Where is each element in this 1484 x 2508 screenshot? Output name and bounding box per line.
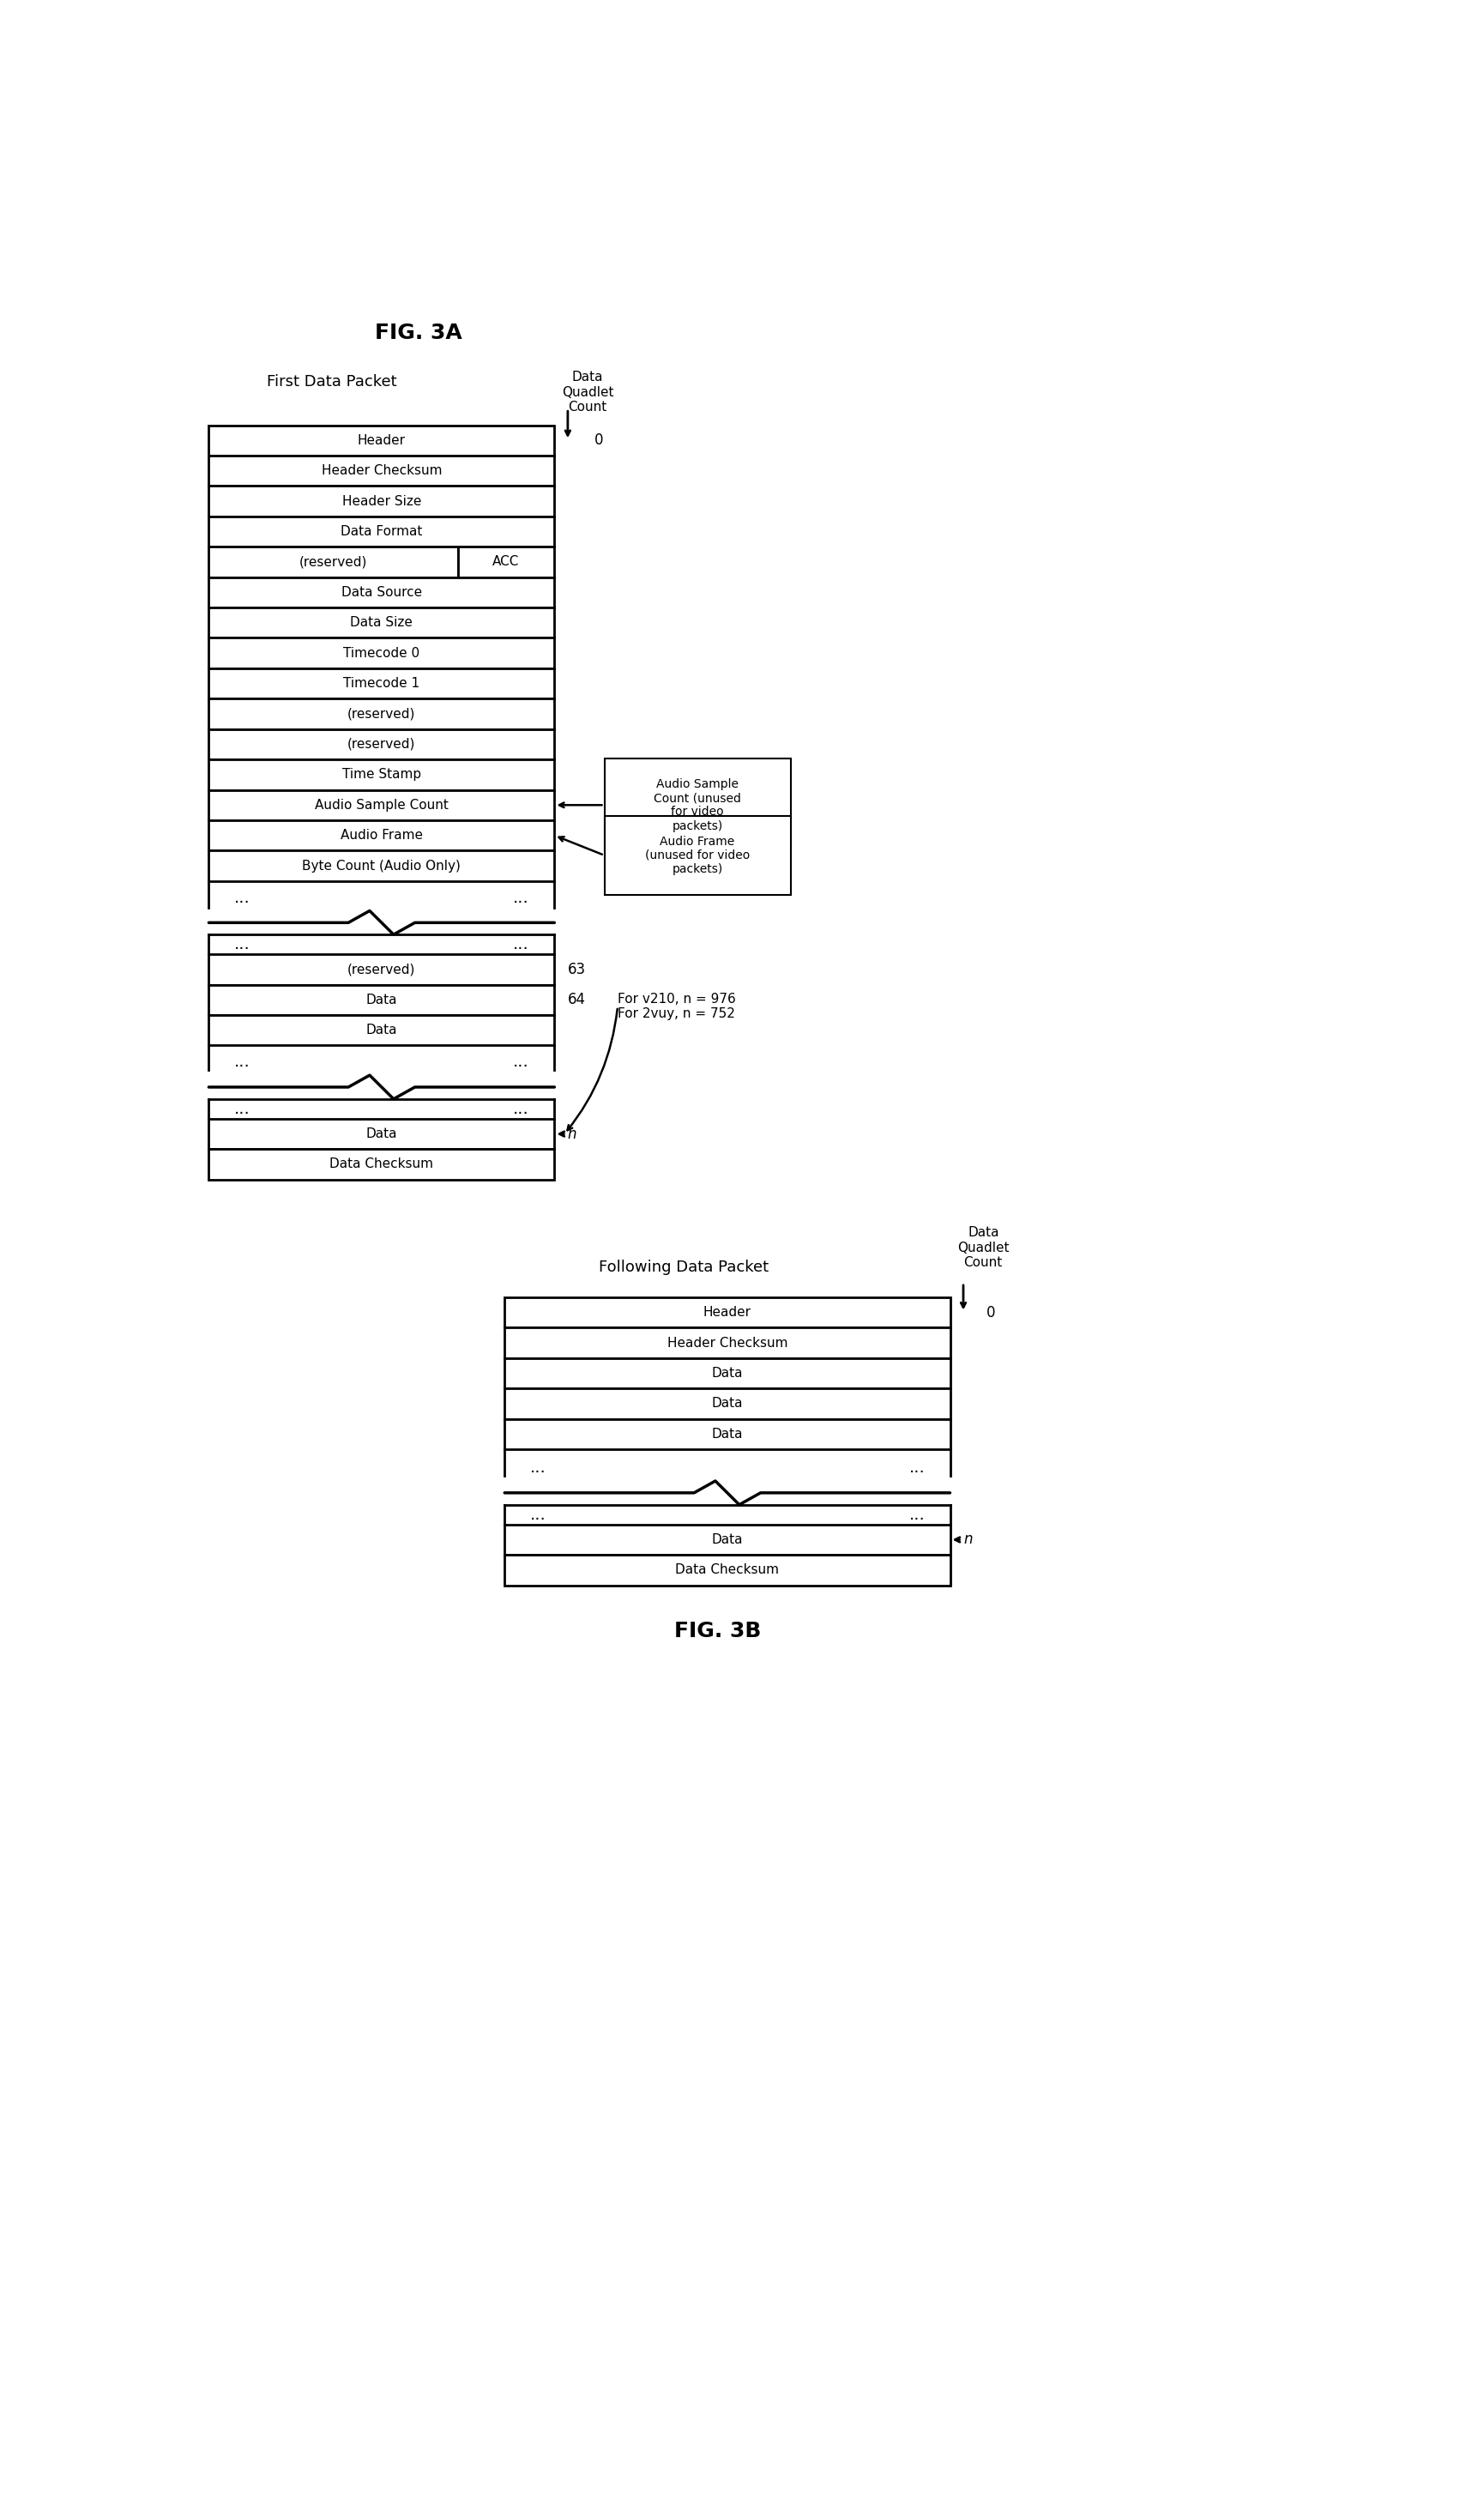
Text: First Data Packet: First Data Packet xyxy=(267,374,396,389)
Text: FIG. 3A: FIG. 3A xyxy=(374,324,462,344)
Bar xyxy=(505,1357,950,1389)
Text: 63: 63 xyxy=(568,961,586,978)
Text: (reserved): (reserved) xyxy=(300,554,367,569)
Text: Following Data Packet: Following Data Packet xyxy=(600,1259,769,1274)
Bar xyxy=(209,760,555,790)
Text: ...: ... xyxy=(513,1053,530,1071)
Text: n: n xyxy=(963,1532,972,1547)
Bar xyxy=(209,1149,555,1179)
Text: Time Stamp: Time Stamp xyxy=(343,767,421,780)
Text: ...: ... xyxy=(234,935,249,953)
Text: ...: ... xyxy=(530,1507,546,1522)
Bar xyxy=(209,790,555,820)
Text: Data
Quadlet
Count: Data Quadlet Count xyxy=(957,1226,1009,1269)
Bar xyxy=(209,956,555,986)
Text: Audio Sample Count: Audio Sample Count xyxy=(315,798,448,813)
Text: ...: ... xyxy=(908,1507,925,1522)
Text: For v210, n = 976
For 2vuy, n = 752: For v210, n = 976 For 2vuy, n = 752 xyxy=(617,993,736,1021)
Text: Audio Frame: Audio Frame xyxy=(340,830,423,843)
Bar xyxy=(505,1297,950,1327)
Bar xyxy=(505,1327,950,1357)
Bar xyxy=(209,850,555,880)
Text: Data Size: Data Size xyxy=(350,617,413,630)
Text: 64: 64 xyxy=(568,993,586,1008)
Text: ...: ... xyxy=(234,1053,249,1071)
Text: Audio Frame
(unused for video
packets): Audio Frame (unused for video packets) xyxy=(646,835,749,875)
Text: Header Checksum: Header Checksum xyxy=(322,464,442,477)
Text: ...: ... xyxy=(234,1101,249,1116)
Text: Timecode 0: Timecode 0 xyxy=(343,647,420,660)
Text: n: n xyxy=(568,1126,577,1141)
Bar xyxy=(209,517,555,547)
Text: Data Checksum: Data Checksum xyxy=(675,1562,779,1578)
Bar xyxy=(209,667,555,700)
Text: ...: ... xyxy=(513,890,530,905)
Text: Data: Data xyxy=(367,1129,398,1141)
Text: Header: Header xyxy=(358,434,405,446)
Text: Data: Data xyxy=(712,1367,743,1379)
Text: 0: 0 xyxy=(595,434,604,449)
Text: Data Checksum: Data Checksum xyxy=(329,1159,433,1171)
Text: Data: Data xyxy=(712,1532,743,1545)
Text: Data: Data xyxy=(367,1023,398,1036)
Bar xyxy=(604,815,791,895)
Text: Data
Quadlet
Count: Data Quadlet Count xyxy=(562,371,614,414)
Text: Data Format: Data Format xyxy=(341,524,423,539)
Text: ...: ... xyxy=(908,1460,925,1475)
Text: 0: 0 xyxy=(987,1304,996,1319)
Bar xyxy=(209,456,555,487)
Bar xyxy=(209,487,555,517)
Bar xyxy=(209,577,555,607)
Text: (reserved): (reserved) xyxy=(347,963,416,976)
Bar xyxy=(209,637,555,667)
Text: Header: Header xyxy=(703,1307,751,1319)
Text: Data: Data xyxy=(712,1427,743,1440)
Bar xyxy=(209,547,457,577)
Bar xyxy=(209,1016,555,1046)
Text: Audio Sample
Count (unused
for video
packets): Audio Sample Count (unused for video pac… xyxy=(653,777,741,833)
Text: Timecode 1: Timecode 1 xyxy=(343,677,420,690)
Bar xyxy=(209,730,555,760)
Text: (reserved): (reserved) xyxy=(347,707,416,720)
Text: ...: ... xyxy=(513,1101,530,1116)
Bar xyxy=(604,760,791,850)
Bar xyxy=(209,426,555,456)
Bar xyxy=(505,1389,950,1420)
Bar xyxy=(209,607,555,637)
Text: ...: ... xyxy=(234,890,249,905)
Bar xyxy=(457,547,555,577)
Text: ACC: ACC xyxy=(493,554,519,569)
Bar xyxy=(209,820,555,850)
Text: Byte Count (Audio Only): Byte Count (Audio Only) xyxy=(303,860,462,873)
Text: FIG. 3B: FIG. 3B xyxy=(674,1620,761,1643)
Text: Data: Data xyxy=(712,1397,743,1409)
Text: Data Source: Data Source xyxy=(341,587,421,599)
Text: Data: Data xyxy=(367,993,398,1006)
Bar xyxy=(505,1525,950,1555)
Text: ...: ... xyxy=(530,1460,546,1475)
Text: ...: ... xyxy=(513,935,530,953)
Bar xyxy=(209,986,555,1016)
Bar xyxy=(209,1119,555,1149)
Bar xyxy=(209,700,555,730)
Bar xyxy=(505,1420,950,1450)
Text: Header Size: Header Size xyxy=(341,494,421,507)
Text: Header Checksum: Header Checksum xyxy=(666,1337,788,1349)
Text: (reserved): (reserved) xyxy=(347,737,416,750)
Bar xyxy=(505,1555,950,1585)
